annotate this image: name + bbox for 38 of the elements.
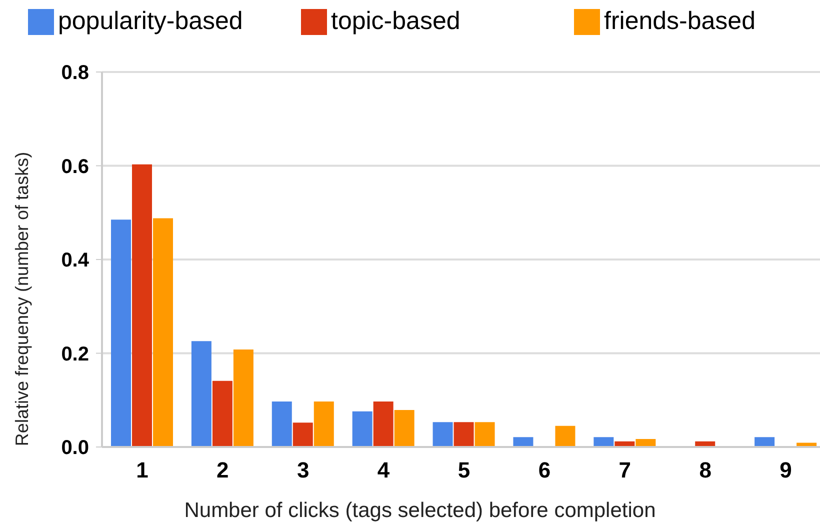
legend-label: friends-based [604, 7, 756, 36]
bar [373, 402, 394, 447]
bar [132, 164, 152, 447]
bar [212, 380, 232, 447]
y-tick-label: 0.6 [61, 156, 89, 178]
bar [352, 411, 372, 447]
x-tick-label: 9 [780, 458, 792, 483]
bar [314, 402, 334, 447]
bar [454, 422, 474, 447]
bar [111, 220, 131, 447]
bar [153, 218, 173, 447]
bar [474, 422, 495, 447]
x-tick-label: 8 [699, 458, 712, 483]
bar [555, 426, 576, 447]
legend-label: topic-based [331, 7, 460, 36]
bar [432, 422, 453, 447]
bar [272, 402, 292, 447]
bar [594, 437, 614, 447]
x-tick-label: 6 [538, 458, 551, 483]
x-tick-label: 4 [377, 458, 390, 483]
y-tick-label: 0.8 [61, 62, 89, 84]
y-axis-title: Relative frequency (number of tasks) [12, 152, 32, 446]
x-tick-label: 3 [296, 458, 310, 483]
x-tick-label: 5 [458, 458, 470, 483]
x-tick-label: 2 [216, 458, 229, 483]
bar [394, 410, 414, 447]
y-tick-label: 0.2 [61, 343, 89, 366]
x-tick-label: 7 [618, 458, 632, 483]
bar [513, 437, 534, 447]
bar [191, 341, 212, 447]
bar [292, 422, 313, 447]
y-tick-label: 0.4 [61, 250, 90, 272]
bar [754, 437, 775, 447]
y-tick-label: 0.0 [61, 437, 89, 460]
legend-label: popularity-based [58, 7, 243, 36]
x-axis-title: Number of clicks (tags selected) before completion [184, 499, 656, 522]
x-tick-label: 1 [136, 458, 148, 483]
bar [233, 350, 254, 447]
